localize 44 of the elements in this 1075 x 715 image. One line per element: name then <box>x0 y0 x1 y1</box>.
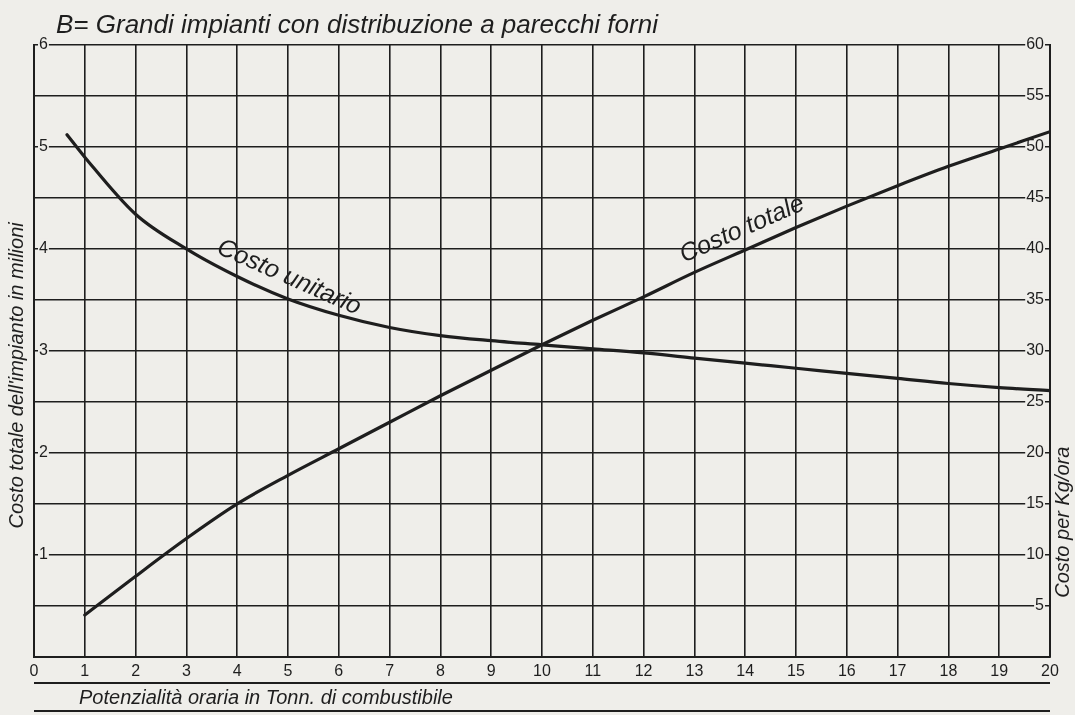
x-tick-label: 19 <box>990 661 1009 679</box>
x-tick-label: 4 <box>232 661 242 679</box>
x-tick-label: 9 <box>486 661 496 679</box>
x-tick-label: 10 <box>533 661 551 679</box>
y2-tick-label: 35 <box>1026 290 1045 308</box>
x-tick-label: 14 <box>736 661 755 679</box>
x-tick-label: 18 <box>939 661 958 679</box>
x-tick-label: 6 <box>334 661 344 679</box>
y-axis-title: Costo totale dell'impianto in milioni <box>4 221 27 529</box>
y2-tick-label: 40 <box>1026 239 1045 257</box>
x-tick-label: 15 <box>787 661 805 679</box>
y-tick-label: 2 <box>39 443 48 461</box>
y2-tick-label: 20 <box>1026 443 1045 461</box>
x-tick-label: 3 <box>181 661 191 679</box>
y-tick-label: 5 <box>39 137 48 155</box>
x-tick-label: 1 <box>80 661 90 679</box>
y-tick-label: 3 <box>39 341 48 359</box>
x-tick-label: 20 <box>1041 661 1059 679</box>
y2-tick-label: 45 <box>1026 188 1045 206</box>
x-tick-label: 7 <box>385 661 395 679</box>
y-tick-label: 6 <box>39 35 48 53</box>
x-tick-label: 5 <box>283 661 293 679</box>
y-tick-label: 1 <box>39 545 48 563</box>
x-tick-label: 17 <box>888 661 907 679</box>
text: Costo totale <box>674 187 809 268</box>
y-tick-label: 4 <box>39 239 48 257</box>
x-tick-label: 11 <box>584 661 602 679</box>
y2-tick-label: 25 <box>1026 392 1045 410</box>
x-tick-label: 2 <box>131 661 141 679</box>
y2-tick-label: 5 <box>1035 596 1045 614</box>
y2-tick-label: 50 <box>1026 137 1045 155</box>
chart-title: B= Grandi impianti con distribuzione a parecchi forni <box>56 9 660 40</box>
x-tick-label: 13 <box>685 661 704 679</box>
x-axis-title: Potenzialità oraria in Tonn. di combustibile <box>79 686 453 709</box>
y2-tick-label: 60 <box>1026 35 1045 53</box>
y2-axis-title: Costo per Kg/ora <box>1050 446 1073 598</box>
y2-tick-label: 30 <box>1026 341 1045 359</box>
x-tick-label: 8 <box>435 661 445 679</box>
y2-tick-label: 15 <box>1026 494 1045 512</box>
x-tick-label: 0 <box>29 661 39 679</box>
x-tick-label: 12 <box>634 661 653 679</box>
y2-tick-label: 10 <box>1026 545 1045 563</box>
x-tick-label: 16 <box>837 661 856 679</box>
y2-tick-label: 55 <box>1026 86 1045 104</box>
